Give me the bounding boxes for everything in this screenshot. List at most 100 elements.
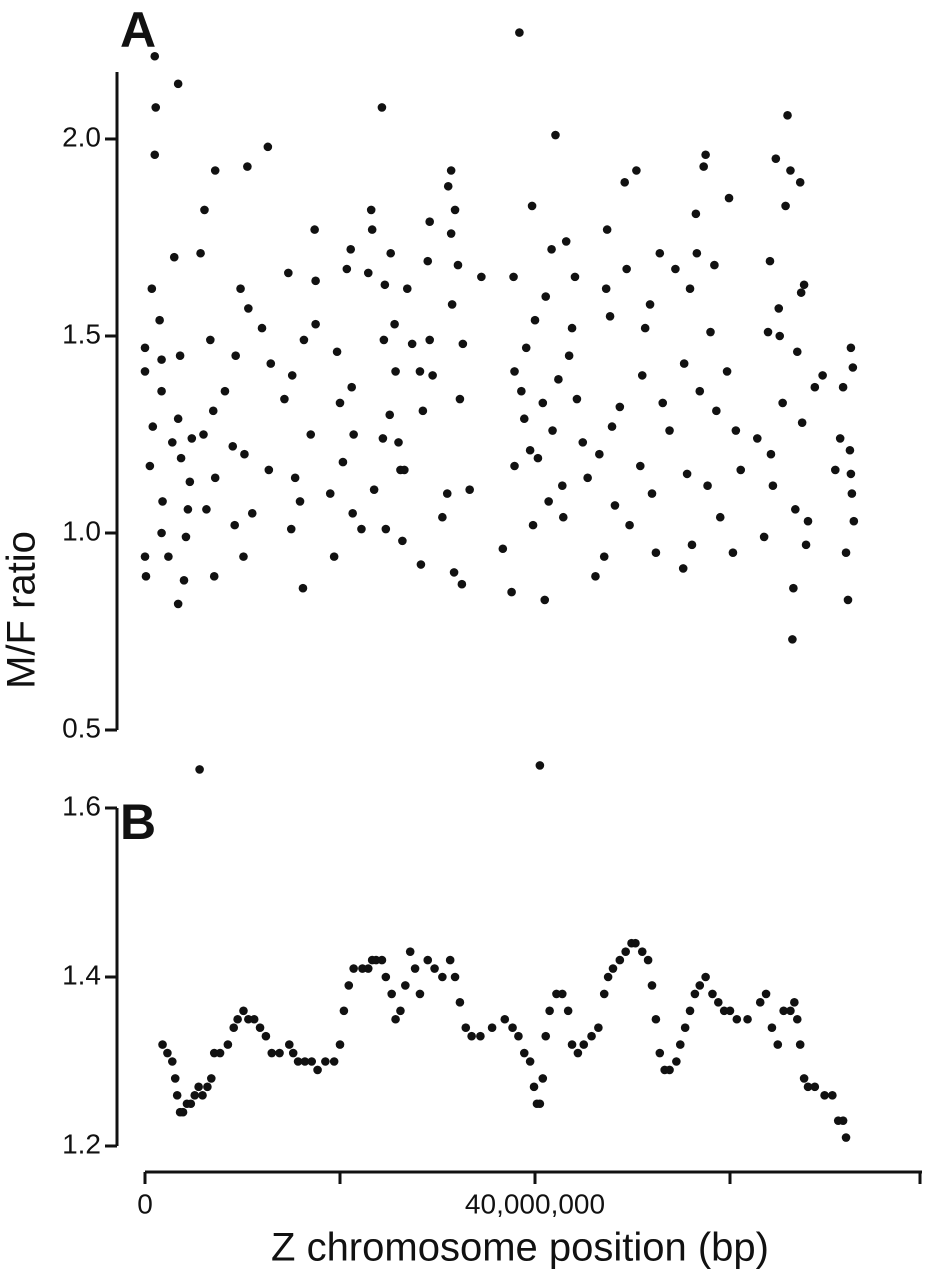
point bbox=[672, 1057, 681, 1066]
point bbox=[285, 1040, 294, 1049]
point bbox=[405, 947, 415, 956]
point bbox=[386, 248, 396, 258]
point bbox=[199, 430, 208, 439]
point bbox=[561, 237, 571, 246]
point bbox=[500, 1014, 510, 1024]
point bbox=[190, 1091, 200, 1100]
point bbox=[538, 398, 548, 408]
point bbox=[423, 955, 433, 965]
point bbox=[583, 473, 592, 483]
point bbox=[287, 371, 297, 380]
point bbox=[671, 264, 680, 274]
point bbox=[848, 363, 858, 372]
point bbox=[692, 248, 702, 258]
point bbox=[818, 371, 827, 380]
point bbox=[605, 311, 615, 321]
point bbox=[567, 323, 577, 333]
point bbox=[540, 595, 550, 605]
point bbox=[701, 972, 710, 982]
point bbox=[339, 1006, 349, 1016]
point bbox=[695, 386, 705, 396]
point bbox=[530, 315, 540, 325]
point bbox=[680, 1023, 690, 1032]
point bbox=[220, 386, 230, 396]
point bbox=[535, 1099, 545, 1109]
point bbox=[428, 371, 437, 380]
point bbox=[558, 512, 568, 522]
point bbox=[558, 481, 567, 491]
point bbox=[685, 284, 695, 294]
point bbox=[535, 761, 545, 770]
point bbox=[779, 1006, 788, 1016]
point bbox=[687, 540, 697, 550]
point bbox=[533, 453, 543, 463]
point bbox=[175, 351, 185, 360]
point bbox=[788, 635, 797, 644]
point bbox=[310, 225, 319, 234]
point bbox=[828, 1091, 837, 1100]
point bbox=[625, 520, 634, 530]
point bbox=[329, 1057, 339, 1066]
point bbox=[390, 319, 399, 329]
point bbox=[249, 1014, 259, 1024]
point bbox=[599, 989, 609, 999]
x-axis-label: Z chromosome position (bp) bbox=[271, 1226, 769, 1270]
point bbox=[803, 516, 813, 526]
point bbox=[438, 972, 447, 982]
point bbox=[293, 1057, 303, 1066]
point bbox=[728, 548, 738, 557]
point bbox=[332, 347, 342, 357]
point bbox=[538, 1074, 548, 1083]
point bbox=[714, 998, 723, 1007]
point bbox=[465, 485, 474, 494]
point bbox=[423, 256, 433, 266]
point bbox=[141, 572, 151, 581]
point bbox=[311, 319, 320, 329]
point bbox=[743, 1014, 752, 1024]
point bbox=[150, 51, 160, 61]
point bbox=[450, 205, 460, 215]
point bbox=[643, 955, 653, 965]
point bbox=[266, 359, 276, 368]
point bbox=[645, 300, 655, 309]
point bbox=[335, 1040, 345, 1049]
point bbox=[477, 272, 486, 282]
point bbox=[725, 1006, 735, 1016]
point bbox=[799, 280, 809, 290]
point bbox=[838, 1116, 848, 1125]
point bbox=[665, 426, 674, 435]
point bbox=[228, 442, 238, 451]
point bbox=[841, 1133, 851, 1142]
point bbox=[415, 367, 425, 376]
point bbox=[348, 508, 357, 518]
point bbox=[185, 477, 195, 487]
point bbox=[517, 386, 526, 396]
point bbox=[155, 315, 164, 325]
point bbox=[275, 1048, 284, 1058]
point bbox=[768, 481, 778, 491]
point bbox=[391, 1014, 400, 1024]
point bbox=[602, 225, 612, 234]
point bbox=[418, 406, 428, 416]
point bbox=[396, 1006, 405, 1016]
point bbox=[447, 300, 457, 309]
point bbox=[603, 972, 613, 982]
point bbox=[402, 284, 412, 294]
point bbox=[846, 343, 856, 353]
point bbox=[765, 256, 775, 266]
point bbox=[430, 964, 439, 973]
point bbox=[450, 972, 460, 982]
point bbox=[690, 989, 700, 999]
point bbox=[239, 1006, 248, 1016]
point bbox=[715, 512, 725, 522]
point bbox=[369, 485, 379, 494]
point bbox=[377, 955, 387, 965]
point bbox=[446, 229, 456, 238]
point bbox=[795, 1040, 805, 1049]
y-tick-label: 2.0 bbox=[62, 121, 101, 152]
x-tick-label: 40,000,000 bbox=[465, 1188, 605, 1219]
point bbox=[841, 548, 851, 557]
point bbox=[240, 449, 249, 459]
point bbox=[363, 268, 373, 278]
